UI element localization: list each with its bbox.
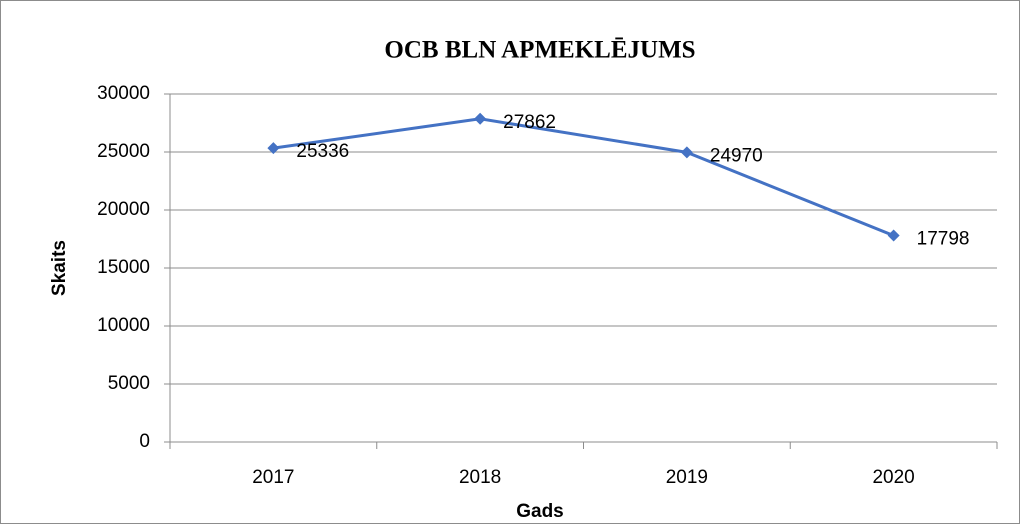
- x-tick-label: 2017: [252, 467, 294, 488]
- y-tick-label: 30000: [97, 83, 150, 104]
- data-label: 27862: [503, 112, 556, 133]
- y-tick-label: 10000: [97, 315, 150, 336]
- y-tick-label: 25000: [97, 141, 150, 162]
- x-axis-label: Gads: [516, 501, 564, 522]
- data-label: 17798: [917, 229, 970, 250]
- y-tick-label: 5000: [108, 373, 150, 394]
- y-tick-label: 15000: [97, 257, 150, 278]
- marker: [887, 229, 900, 242]
- marker: [474, 112, 487, 125]
- x-tick-label: 2019: [666, 467, 708, 488]
- marker: [267, 142, 280, 155]
- data-label: 25336: [296, 141, 349, 162]
- marker: [680, 146, 693, 159]
- data-label: 24970: [710, 145, 763, 166]
- line: [273, 117, 895, 237]
- y-tick-label: 0: [139, 431, 150, 452]
- y-tick-label: 20000: [97, 199, 150, 220]
- x-tick-label: 2018: [459, 467, 501, 488]
- y-axis-label: Skaits: [49, 240, 70, 296]
- chart-title: OCB BLN APMEKLĒJUMS: [384, 37, 695, 64]
- x-tick-label: 2020: [872, 467, 914, 488]
